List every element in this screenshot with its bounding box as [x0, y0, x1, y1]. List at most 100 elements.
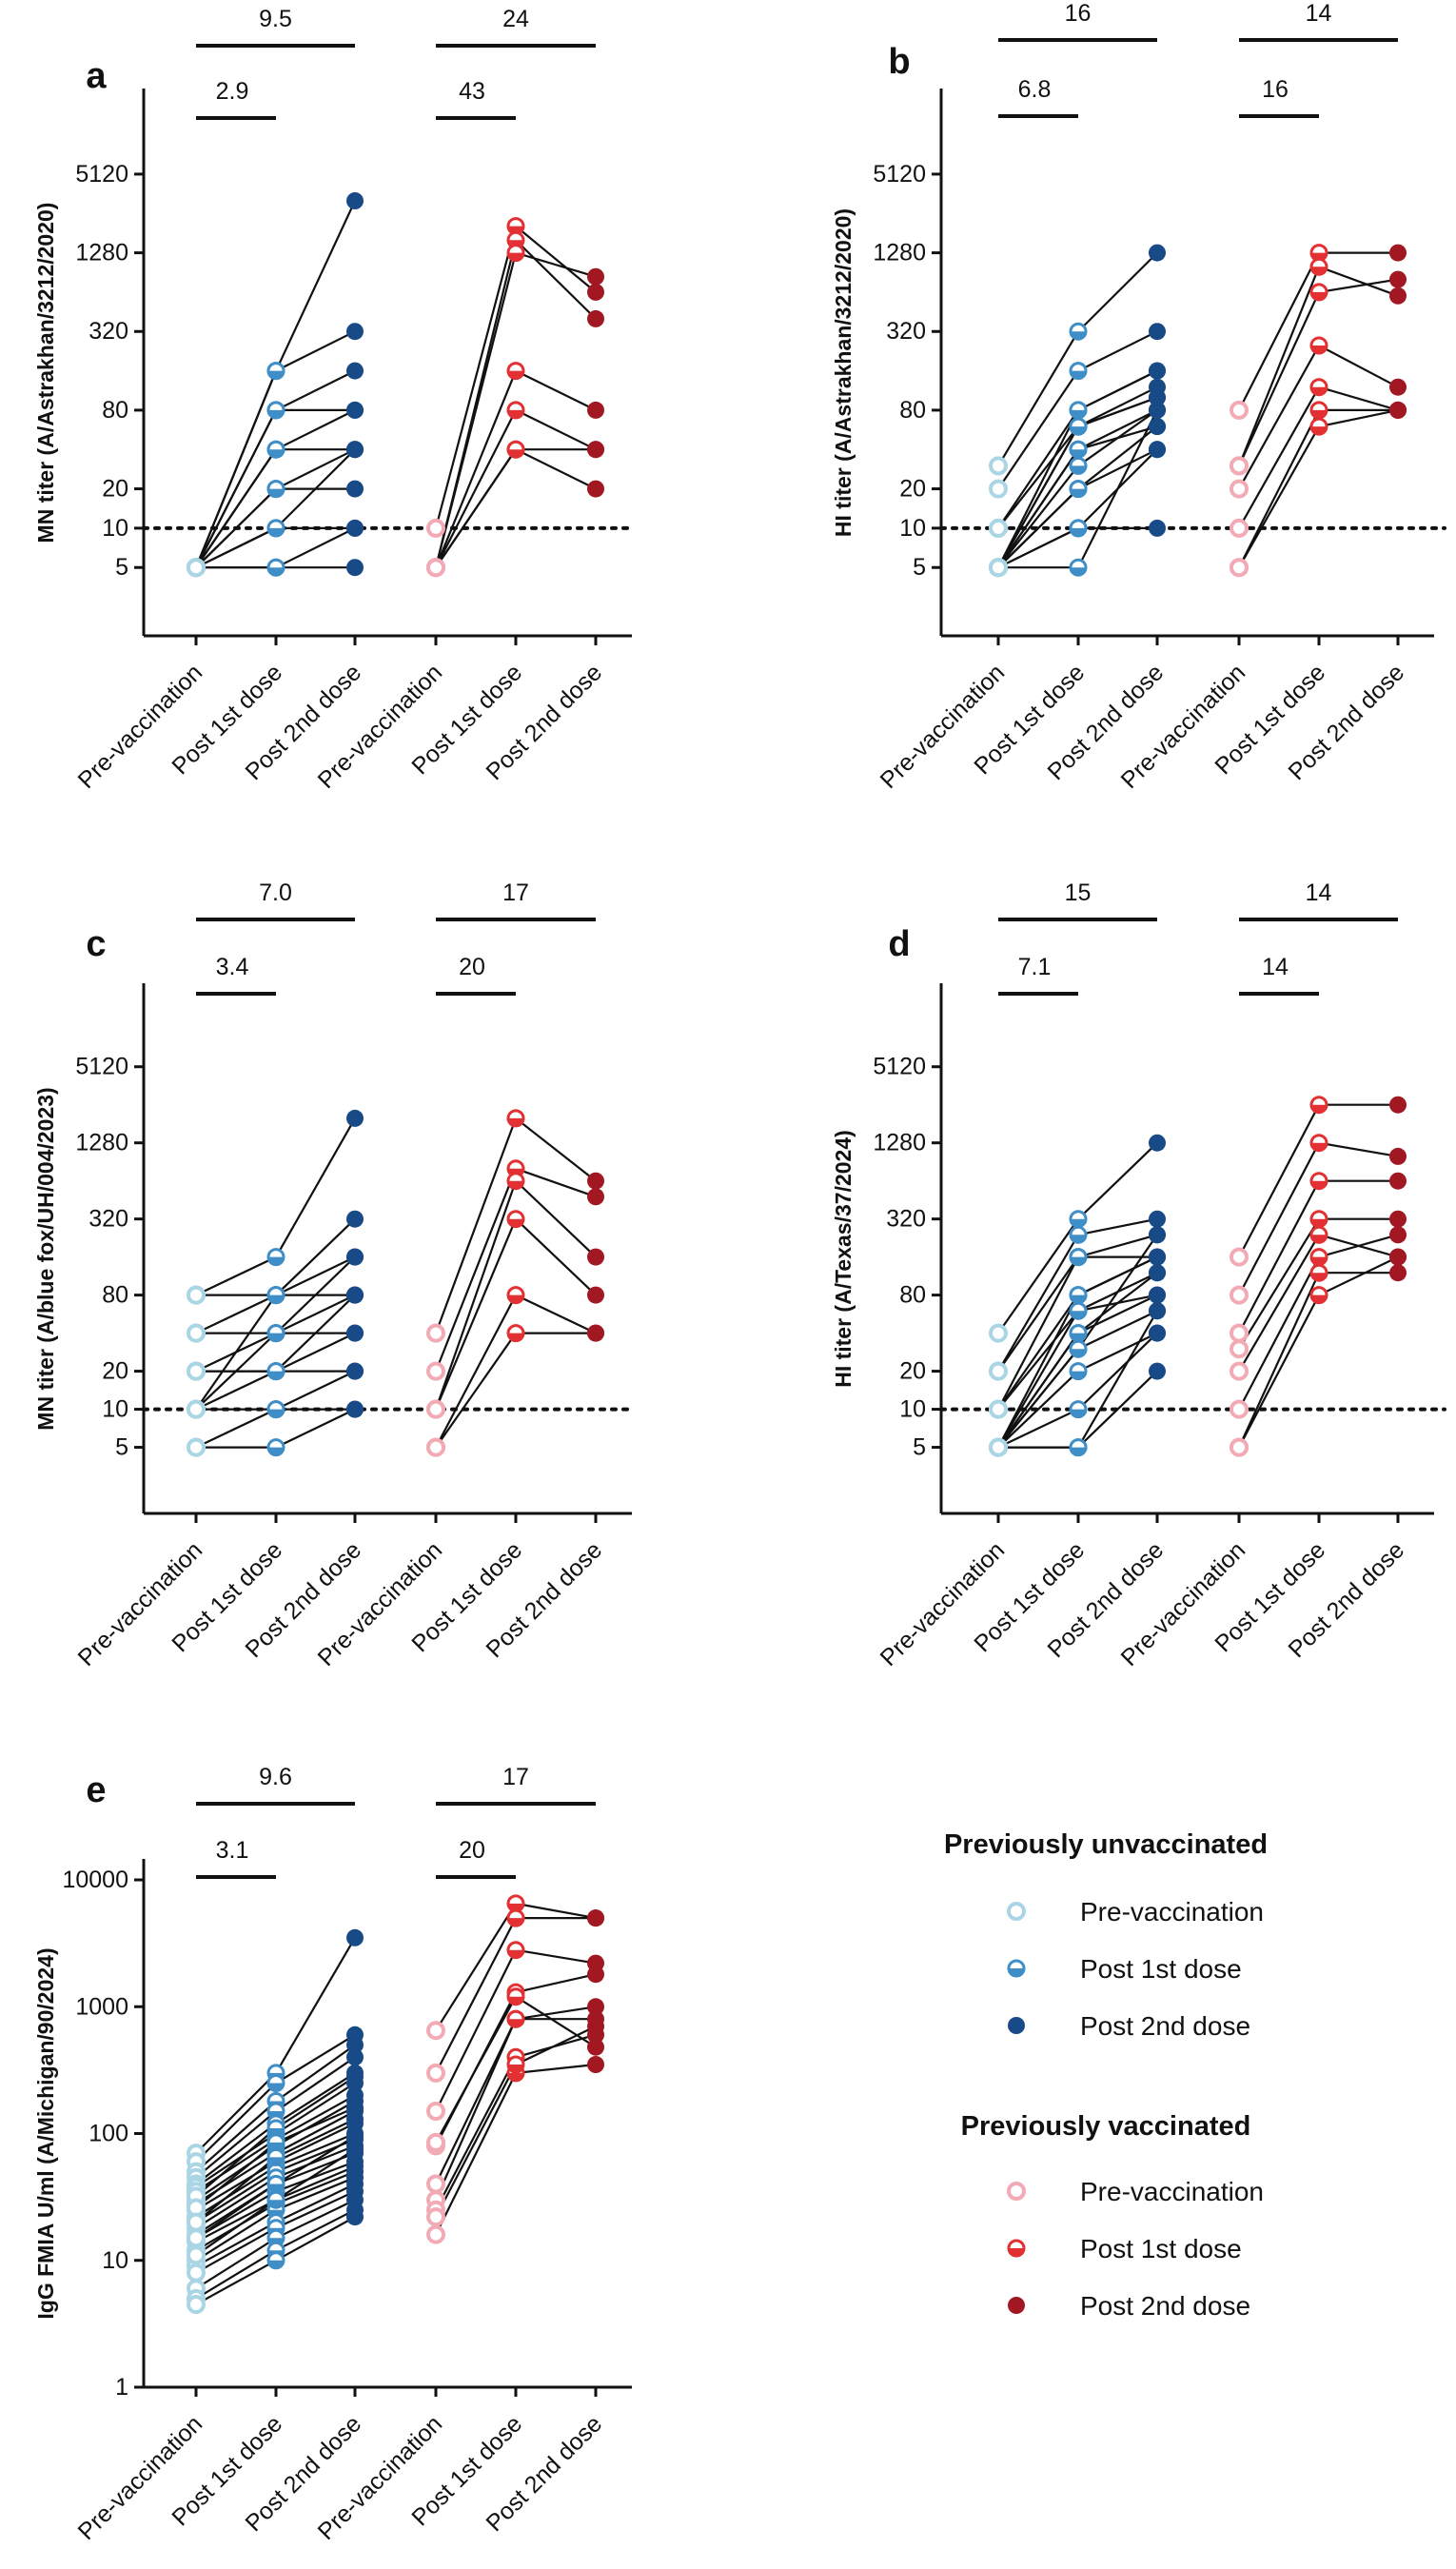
- panel-e-point: [506, 2009, 525, 2028]
- panel-c-point: [426, 1323, 445, 1343]
- panel-e-ytick-label: 1000: [75, 1993, 128, 2020]
- panel-e-point: [426, 2063, 445, 2083]
- panel-a-point-fill: [268, 567, 284, 576]
- panel-c-point: [266, 1362, 285, 1381]
- panel-d-point: [1389, 1248, 1407, 1266]
- panel-a-point: [346, 441, 364, 459]
- panel-b-point-fill: [1071, 331, 1086, 340]
- panel-b-label: b: [888, 42, 910, 82]
- panel-d-point: [1149, 1226, 1166, 1244]
- panel-e-point: [426, 2224, 445, 2244]
- panel-a-point: [346, 323, 364, 341]
- panel-d-point: [1389, 1172, 1407, 1190]
- panel-a-point: [587, 283, 604, 301]
- legend-item-label: Pre-vaccination: [1080, 1897, 1264, 1927]
- panel-e-point-fill: [508, 2019, 523, 2027]
- panel-e-point-fill: [268, 2128, 284, 2136]
- panel-b-point-fill: [1071, 527, 1086, 536]
- panel-a-point-fill: [268, 449, 284, 458]
- panel-e-point: [506, 1908, 525, 1927]
- panel-e-point-fill: [268, 2157, 284, 2165]
- panel-b-point-fill: [1311, 346, 1327, 353]
- panel-c-point: [506, 1172, 525, 1191]
- panel-e-point: [587, 1998, 604, 2016]
- panel-d-point: [1149, 1248, 1166, 1266]
- legend-item-label: Post 2nd dose: [1080, 2011, 1250, 2041]
- panel-b-point: [1309, 401, 1328, 420]
- panel-c-ytick-label: 10: [102, 1396, 128, 1423]
- panel-e-point: [266, 2133, 285, 2152]
- panel-e-point: [346, 2141, 364, 2159]
- panel-c-point-fill: [268, 1333, 284, 1341]
- panel-e-point: [346, 2067, 364, 2085]
- panel-c-point-fill: [268, 1256, 284, 1265]
- panel-e-point: [346, 1928, 364, 1947]
- panel-c-point: [346, 1400, 364, 1418]
- panel-e-point: [346, 2127, 364, 2145]
- legend: Previously unvaccinated Pre-vaccination Po…: [944, 1829, 1268, 2321]
- panel-e-point-fill: [508, 1996, 523, 2005]
- panel-c-point-fill: [268, 1447, 284, 1455]
- panel-c-ylabel: MN titer (A/blue fox/UH/004/2023): [33, 1087, 58, 1430]
- panel-b-point: [1149, 323, 1166, 341]
- panel-e-point-fill: [268, 2260, 284, 2268]
- panel-d-point: [1069, 1225, 1088, 1244]
- panel-a-fold-label: 43: [459, 78, 485, 105]
- panel-c-ytick-label: 1280: [75, 1130, 128, 1156]
- panel-e-point: [346, 2036, 364, 2054]
- panel-b-point-fill: [1311, 386, 1327, 395]
- panel-e-ytick-label: 100: [89, 2121, 128, 2147]
- panel-b-point-fill: [1071, 488, 1086, 497]
- legend-marker-fill: [1009, 2248, 1024, 2256]
- panel-d-point: [1149, 1362, 1166, 1380]
- panel-b-point: [1230, 518, 1249, 538]
- panel-d-point: [1309, 1096, 1328, 1115]
- panel-c-point: [346, 1362, 364, 1380]
- panel-b-point: [1230, 479, 1249, 499]
- panel-a-ytick-label: 80: [102, 397, 128, 424]
- panel-b-point: [1389, 287, 1407, 305]
- panel-b-point-fill: [1311, 291, 1327, 300]
- panel-c-point: [187, 1399, 206, 1419]
- panel-b-point: [1069, 401, 1088, 420]
- panel-b-fold-label: 16: [1065, 0, 1092, 27]
- panel-a-point: [426, 558, 445, 578]
- panel-b-point: [1309, 336, 1328, 355]
- panel-a-point: [587, 441, 604, 459]
- panel-b-fold-label: 16: [1262, 76, 1289, 103]
- panel-b-point: [1149, 401, 1166, 419]
- panel-d-point: [1069, 1362, 1088, 1381]
- panel-d-point-fill: [1071, 1333, 1086, 1341]
- panel-e-point: [506, 1894, 525, 1913]
- panel-d-ylabel: HI titer (A/Texas/37/2024): [831, 1130, 856, 1388]
- panel-e: e IgG FMIA U/ml (A/Michigan/90/2024) 1 10 10…: [33, 1764, 632, 2545]
- panel-e-point: [587, 2038, 604, 2056]
- panel-c-ytick-label: 80: [102, 1282, 128, 1309]
- panel-d-point: [1149, 1264, 1166, 1282]
- panel-e-point: [506, 2055, 525, 2074]
- panel-a-point: [506, 217, 525, 236]
- panel-b-point-fill: [1071, 426, 1086, 435]
- panel-e-point-fill: [508, 2072, 523, 2081]
- panel-e-point: [266, 2119, 285, 2138]
- legend-marker-fill: [1009, 1968, 1024, 1976]
- panel-a-fold-label: 9.5: [259, 6, 292, 32]
- panel-d-point: [1069, 1438, 1088, 1457]
- panel-d-ytick-label: 1280: [873, 1130, 926, 1156]
- legend-marker: [1007, 2239, 1026, 2258]
- panel-d-point: [1149, 1324, 1166, 1342]
- panel-d-point: [1230, 1247, 1249, 1267]
- panel-c-point: [187, 1361, 206, 1381]
- panel-c-point: [266, 1438, 285, 1457]
- panel-a-ytick-label: 20: [102, 476, 128, 503]
- panel-b-point: [1069, 440, 1088, 459]
- panel-c-point: [266, 1248, 285, 1267]
- panel-b-point: [1149, 418, 1166, 436]
- panel-d-point-fill: [1071, 1349, 1086, 1357]
- panel-d-point: [1069, 1324, 1088, 1343]
- panel-b-point: [1149, 388, 1166, 406]
- panel-a-ylabel: MN titer (A/Astrakhan/3212/2020): [33, 203, 58, 543]
- panel-e-point: [587, 2017, 604, 2035]
- panel-d-point: [989, 1323, 1008, 1343]
- panel-d-point: [1069, 1248, 1088, 1267]
